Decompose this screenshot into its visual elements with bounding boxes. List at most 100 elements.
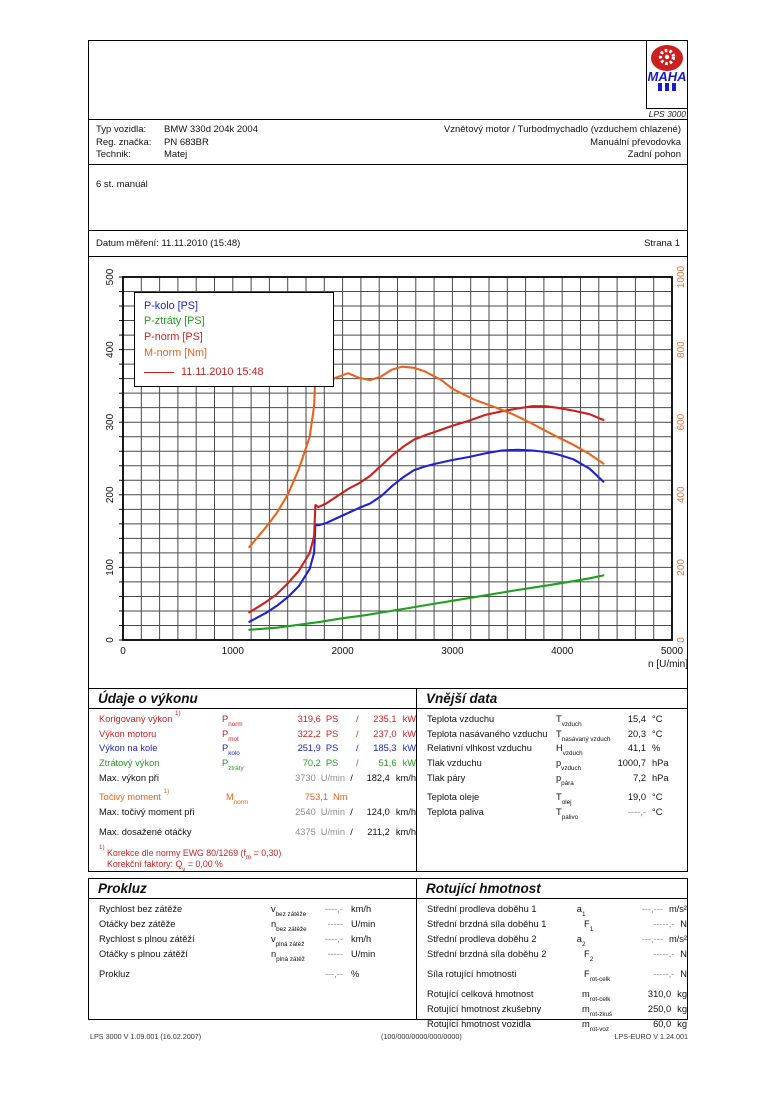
row-label: Ztrátový výkon [99,758,222,768]
data-row: Korigovaný výkon 1) Pnorm 319,6 PS/235,1 kW [99,710,416,729]
row-label: Max. výkon při [99,773,219,783]
maha-logo: MAHA [646,41,687,109]
row-label: Teplota paliva [427,807,556,817]
row-label: Točivý moment 1) [99,789,226,803]
row-label: Max. točivý moment při [99,807,219,817]
value-cell: -----,- [653,949,675,959]
logo-caption: LPS 3000 [648,109,686,119]
vehicle-row: Reg. značka: PN 683BR [96,137,258,150]
text-segment: Teplota paliva [427,807,484,818]
text-segment: n [271,949,277,959]
text-segment: a [576,904,582,914]
text-segment: Max. dosažené otáčky [99,826,192,837]
value-cell: ----- [327,949,343,959]
value-cell: 2540 [295,807,316,818]
row-symbol: vbez zátěže [271,904,307,918]
vehicle-row: Technik: Matej [96,149,258,162]
series-P-ztráty [PS] [248,574,605,631]
value-cell: °C [652,792,663,803]
value-cell: PS [325,728,339,739]
text-segment: F [584,949,590,959]
value-cell: ----,- [627,807,646,818]
data-row: Teplota nasávaného vzduchu Tnasávaný vzdu… [427,729,687,744]
row-label: Teplota oleje [427,792,556,802]
value-cell: PS [325,714,339,724]
axis-label: 600 [676,413,687,430]
text-segment: Teplota vzduchu [427,714,495,724]
value-cell: 51,6 [378,758,397,769]
value-cell: kW [402,714,416,724]
value-cell: 310,0 [647,989,672,999]
text-segment: Rychlost s plnou zátěží [99,934,195,944]
axis-label: 4000 [551,646,574,657]
text-segment: P [222,714,229,724]
axis-label: 1000 [676,265,687,288]
value-cell: Nm [333,792,348,803]
vehicle-value: Matej [164,149,188,160]
text-segment: T [556,714,562,724]
series-P-norm [PS] [248,405,605,614]
data-row: Teplota paliva Tpalivo ----,- °C [427,807,687,822]
value-cell: 251,9 [297,743,321,754]
value-cell: m/s² [668,934,688,944]
value-cell: / [350,826,353,837]
text-segment: p [556,772,562,783]
footer-code-center: (100/000/0000/000/0000) [381,1032,462,1041]
gearbox-note: 6 st. manuál [96,179,148,190]
data-row: Tlak páry ppára 7,2 hPa [427,773,687,788]
rotating-mass-panel: Rotující hmotnost Střední prodleva doběh… [416,879,688,1033]
text-segment: Střední prodleva doběhu 2 [427,934,537,944]
symbol-sub: kolo [228,750,240,758]
symbol-sub: 2 [589,955,594,963]
data-row: Střední brzdná síla doběhu 2 F2 -----,- N [427,949,687,964]
text-segment: Střední prodleva doběhu 1 [427,904,537,914]
text-segment: Ztrátový výkon [99,758,160,769]
text-segment: v [271,934,276,944]
value-cell: U/min [351,919,376,929]
vehicle-value: PN 683BR [164,136,209,148]
axis-label: 0 [105,637,116,643]
symbol-sub: 2 [581,940,586,948]
value-cell: U/min [320,807,346,818]
axis-label: 3000 [441,646,464,657]
value-cell: 20,3 [627,728,646,739]
row-label: Relativní vlhkost vzduchu [427,743,556,753]
symbol-sub: rot-celk [589,995,611,1003]
row-label: Střední brzdná síla doběhu 1 [427,919,584,929]
power-panel-title: Údaje o výkonu [89,689,416,709]
row-symbol: Pnorm [222,714,286,728]
text-segment: p [556,758,562,769]
results-block-1: Údaje o výkonu Korigovaný výkon 1) Pnorm 3… [88,688,688,872]
text-segment: P [222,758,229,769]
row-label: Střední prodleva doběhu 2 [427,934,577,944]
symbol-sub: vzduch [561,764,582,772]
axis-label: 500 [105,268,116,285]
row-symbol: Pztráty [222,758,286,772]
value-cell: hPa [652,772,669,783]
row-symbol: mrot-celk [582,989,632,1003]
text-segment: = 0,30) [251,847,282,858]
slip-panel-title: Prokluz [89,879,416,899]
text-segment: M [226,792,234,803]
value-cell: % [652,743,661,754]
row-label: Výkon motoru [99,729,222,739]
symbol-sub: 1 [589,925,594,933]
series-M-norm [Nm] [248,365,605,549]
value-cell: 60,0 [653,1019,672,1029]
row-symbol: Mnorm [226,792,292,806]
engine-spec-line: Vznětový motor / Turbodmychadlo (vzduche… [443,124,681,135]
row-symbol: Hvzduch [556,743,613,757]
text-segment: n [271,919,277,929]
legend-label: M-norm [Nm] [144,346,207,359]
symbol-sub: rot-voz [589,1025,610,1033]
text-segment: Teplota oleje [427,792,480,803]
svg-text:MAHA: MAHA [648,69,686,84]
footer-version-right: LPS-EURO V 1.24.001 [614,1032,688,1041]
data-row: Otáčky s plnou zátěží nplná zátěž ----- U/m… [99,949,416,964]
value-cell: % [351,969,360,979]
row-label: Rychlost bez zátěže [99,904,271,914]
row-symbol: Frot-celk [584,969,635,983]
axis-label: 0 [676,637,687,643]
text-segment: T [556,728,562,739]
vehicle-info: Typ vozidla: BMW 330d 204k 2004 Reg. značk… [88,120,688,165]
